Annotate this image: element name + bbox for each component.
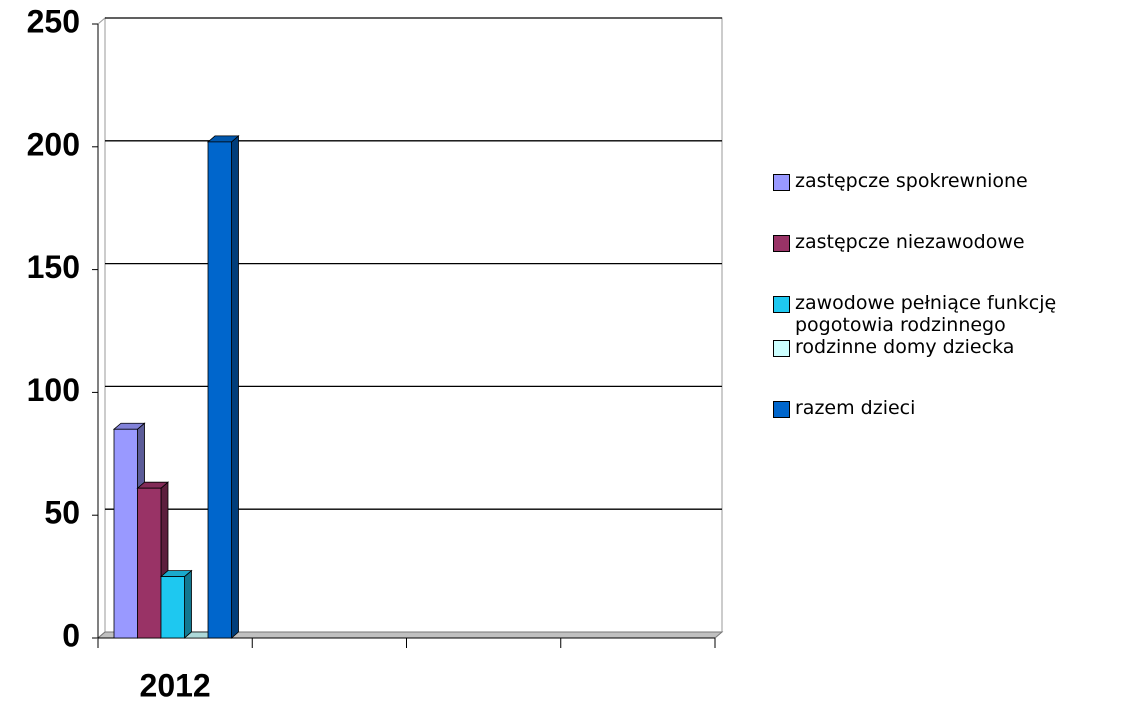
y-tick-label: 250 [27,3,80,39]
legend-item: zawodowe pełniące funkcję pogotowia rodz… [773,292,1143,336]
legend-label: zastępcze spokrewnione [795,170,1028,192]
y-tick-label: 0 [62,617,80,653]
x-tick-label: 2012 [140,667,211,703]
y-tick-label: 150 [27,249,80,285]
legend-item: zastępcze spokrewnione [773,170,1143,192]
legend-label: zastępcze niezawodowe [795,231,1025,253]
legend: zastępcze spokrewnione zastępcze niezawod… [773,170,1143,458]
legend-item: rodzinne domy dziecka [773,336,1143,358]
bar-group [206,135,240,639]
bar-side [231,135,239,639]
legend-label: rodzinne domy dziecka [795,336,1015,358]
legend-swatch [773,235,790,252]
bar [113,428,138,639]
legend-swatch [773,340,790,357]
bar [207,141,232,639]
y-tick-label: 200 [27,126,80,162]
y-tick-label: 50 [44,495,80,531]
bar [137,487,162,639]
legend-item: zastępcze niezawodowe [773,231,1143,253]
legend-label: zawodowe pełniące funkcję pogotowia rodz… [795,292,1057,336]
bar [160,576,185,639]
bar-group [159,569,193,639]
bar-side [184,569,192,639]
y-tick-label: 100 [27,372,80,408]
legend-item: razem dzieci [773,397,1143,419]
legend-swatch [773,401,790,418]
legend-label: razem dzieci [795,397,916,419]
back-wall [104,17,723,633]
side-wall [97,16,106,640]
legend-swatch [773,174,790,191]
legend-swatch [773,296,790,313]
